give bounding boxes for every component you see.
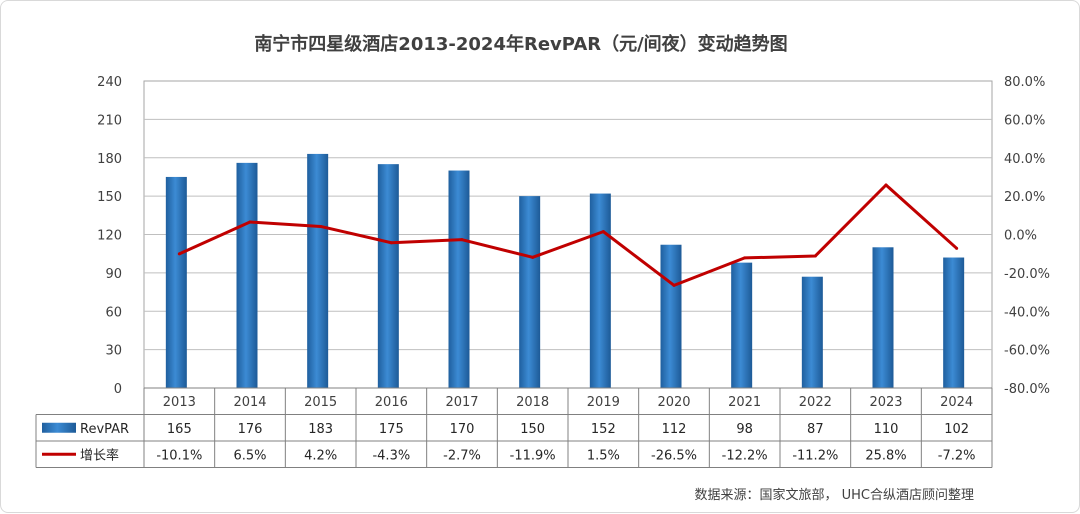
data-label: 176 (238, 422, 263, 437)
growth-line (178, 183, 958, 287)
category-label: 2014 (233, 395, 266, 410)
bar (307, 153, 329, 388)
bar (589, 193, 611, 388)
category-label: 2017 (445, 395, 478, 410)
left-tick-label: 150 (97, 190, 122, 205)
data-label: -11.9% (510, 448, 556, 463)
data-label: 87 (807, 422, 824, 437)
data-label: 102 (944, 422, 969, 437)
line-point (389, 241, 393, 245)
right-tick-label: -40.0% (1004, 305, 1050, 320)
data-label: 150 (520, 422, 545, 437)
data-label: 183 (308, 422, 333, 437)
left-tick-label: 30 (105, 344, 122, 359)
line-point (531, 255, 535, 259)
data-label: 170 (450, 422, 475, 437)
bar (801, 276, 823, 388)
category-label: 2023 (869, 395, 902, 410)
bar (943, 257, 965, 388)
bar (731, 262, 753, 388)
line-point (955, 246, 959, 250)
data-label: -12.2% (722, 448, 768, 463)
category-label: 2013 (163, 395, 196, 410)
line-point (460, 238, 464, 242)
right-tick-label: 40.0% (1004, 152, 1045, 167)
bar (448, 170, 470, 388)
right-tick-label: 80.0% (1004, 75, 1045, 90)
category-label: 2020 (657, 395, 690, 410)
data-label: 1.5% (587, 448, 620, 463)
category-label: 2024 (940, 395, 973, 410)
line-point (743, 256, 747, 260)
data-label: 152 (591, 422, 616, 437)
right-tick-label: 0.0% (1004, 229, 1037, 244)
data-label: 110 (874, 422, 899, 437)
line-point (601, 230, 605, 234)
left-tick-label: 120 (97, 229, 122, 244)
category-label: 2022 (799, 395, 832, 410)
legend-key-bar (42, 422, 76, 433)
data-label: -11.2% (792, 448, 838, 463)
bar (872, 247, 894, 388)
source-note: 数据来源：国家文旅部， UHC合纵酒店顾问整理 (694, 487, 974, 503)
data-label: -26.5% (651, 448, 697, 463)
data-label: -2.7% (443, 448, 481, 463)
data-label: 6.5% (233, 448, 266, 463)
bar-series-revpar (165, 153, 965, 388)
left-tick-label: 60 (105, 305, 122, 320)
data-label: -7.2% (938, 448, 976, 463)
right-tick-label: 60.0% (1004, 113, 1045, 128)
category-label: 2018 (516, 395, 549, 410)
left-tick-label: 90 (105, 267, 122, 282)
data-label: 112 (662, 422, 687, 437)
legend-label: RevPAR (80, 422, 129, 437)
bar (519, 196, 541, 388)
data-label: 175 (379, 422, 404, 437)
line-series-growth (177, 183, 959, 287)
right-axis: -80.0% -60.0% -40.0% -20.0% 0.0% 20.0% 40.0% 60… (1004, 75, 1050, 397)
data-label: 25.8% (865, 448, 906, 463)
left-axis: 0 30 60 90 120 150 180 210 240 (97, 75, 122, 397)
bar (165, 176, 187, 388)
bar (660, 244, 682, 388)
data-label: 165 (167, 422, 192, 437)
data-label: 98 (736, 422, 753, 437)
data-label: -4.3% (372, 448, 410, 463)
right-tick-label: -60.0% (1004, 344, 1050, 359)
left-tick-label: 210 (97, 113, 122, 128)
left-tick-label: 240 (97, 75, 122, 90)
data-label: -10.1% (156, 448, 202, 463)
category-label: 2021 (728, 395, 761, 410)
category-label: 2015 (304, 395, 337, 410)
line-point (884, 183, 888, 187)
chart-title: 南宁市四星级酒店2013-2024年RevPAR（元/间夜）变动趋势图 (254, 33, 787, 55)
right-tick-label: -80.0% (1004, 382, 1050, 397)
line-point (672, 283, 676, 287)
line-point (319, 224, 323, 228)
right-tick-label: -20.0% (1004, 267, 1050, 282)
line-point (248, 220, 252, 224)
data-table: 2013 2014 2015 2016 2017 2018 2019 2020 2021 2022… (35, 387, 993, 468)
data-label: 4.2% (304, 448, 337, 463)
bar (377, 164, 399, 388)
right-tick-label: 20.0% (1004, 190, 1045, 205)
line-point (177, 252, 181, 256)
left-tick-label: 180 (97, 152, 122, 167)
bar (236, 162, 258, 388)
gridlines (144, 118, 992, 351)
legend-label: 增长率 (80, 447, 119, 463)
category-label: 2016 (375, 395, 408, 410)
category-label: 2019 (587, 395, 620, 410)
left-tick-label: 0 (114, 382, 122, 397)
line-point (813, 254, 817, 258)
